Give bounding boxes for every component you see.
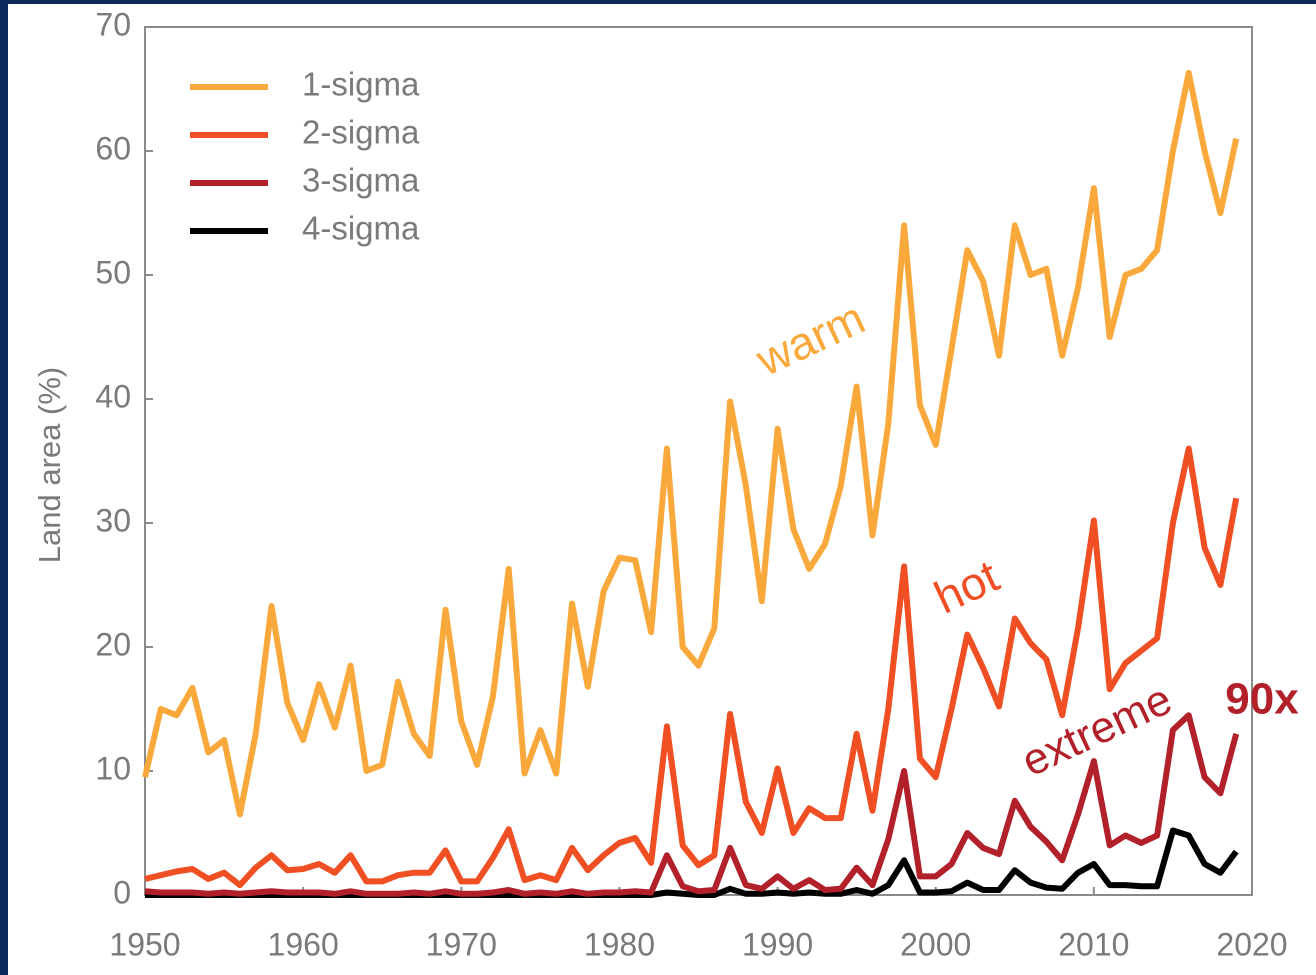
y-tick-label: 10 [95,750,131,786]
legend-label: 2-sigma [302,114,420,151]
x-tick-label: 1980 [584,926,655,962]
x-tick-label: 1970 [426,926,497,962]
y-tick-label: 0 [113,874,131,910]
y-tick-label: 60 [95,130,131,166]
legend-label: 4-sigma [302,210,420,247]
y-tick-label: 70 [95,6,131,42]
y-axis-label: Land area (%) [32,367,67,563]
y-tick-label: 20 [95,626,131,662]
x-tick-label: 1960 [268,926,339,962]
legend-label: 3-sigma [302,162,420,199]
y-tick-label: 40 [95,378,131,414]
x-tick-label: 1990 [742,926,813,962]
annotation: 90x [1225,675,1299,724]
y-tick-label: 50 [95,254,131,290]
x-tick-label: 2010 [1058,926,1129,962]
legend-label: 1-sigma [302,66,420,103]
x-tick-label: 1950 [109,926,180,962]
y-tick-label: 30 [95,502,131,538]
chart: Land area (%) 0 10 20 30 40 50 60 70 1950 1960 197… [0,0,1316,975]
x-tick-label: 2020 [1216,926,1287,962]
x-tick-label: 2000 [900,926,971,962]
